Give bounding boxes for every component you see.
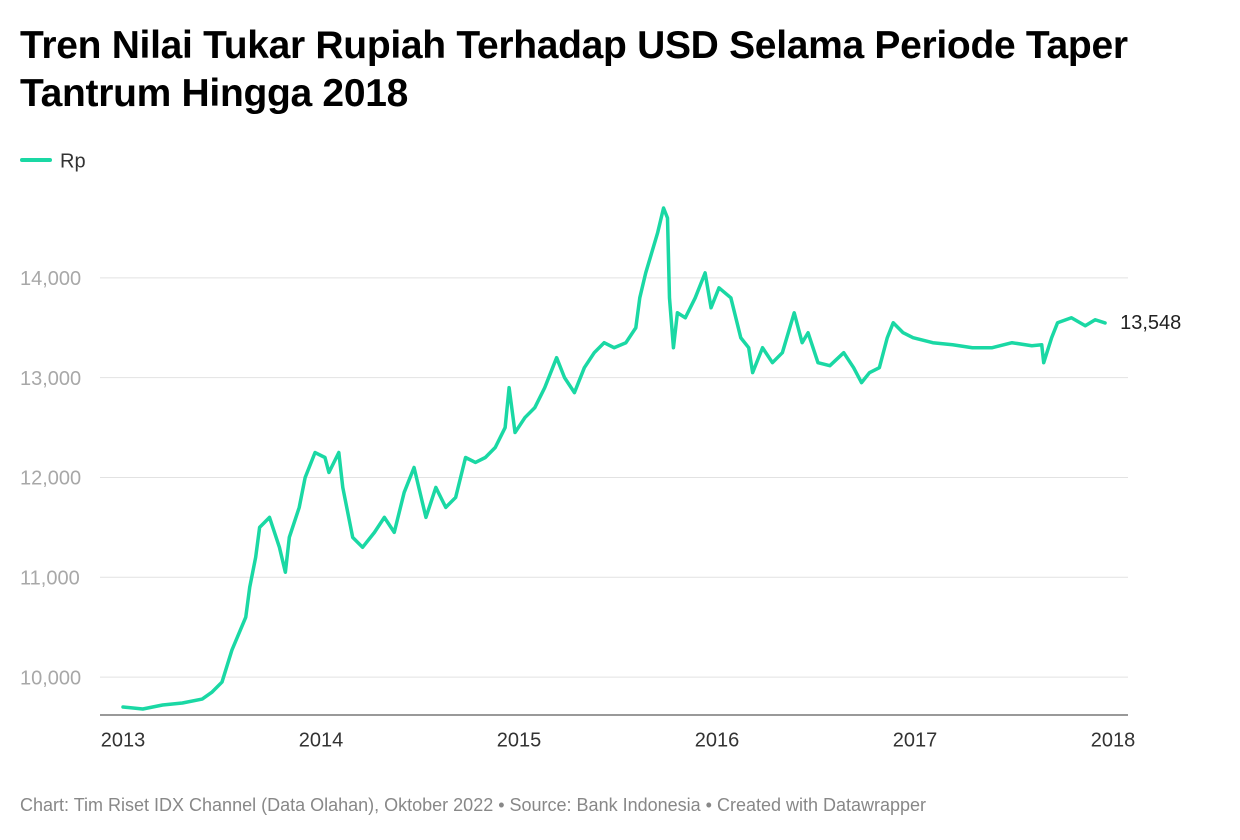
- x-tick-label: 2015: [497, 729, 542, 751]
- x-tick-label: 2018: [1091, 729, 1136, 751]
- y-tick-label: 10,000: [20, 667, 81, 689]
- y-tick-label: 13,000: [20, 368, 81, 390]
- line: [121, 206, 1107, 711]
- x-tick-label: 2013: [101, 729, 146, 751]
- chart-title: Tren Nilai Tukar Rupiah Terhadap USD Sel…: [20, 24, 1128, 115]
- legend-label: Rp: [60, 150, 86, 172]
- x-tick-label: 2016: [695, 729, 740, 751]
- source-note: Chart: Tim Riset IDX Channel (Data Olaha…: [20, 795, 926, 815]
- x-tick-label: 2017: [893, 729, 938, 751]
- x-tick-label: 2014: [299, 729, 344, 751]
- data-label: 13,548: [1120, 312, 1181, 334]
- y-tick-label: 14,000: [20, 268, 81, 290]
- y-tick-label: 12,000: [20, 468, 81, 490]
- y-tick-label: 11,000: [20, 568, 80, 590]
